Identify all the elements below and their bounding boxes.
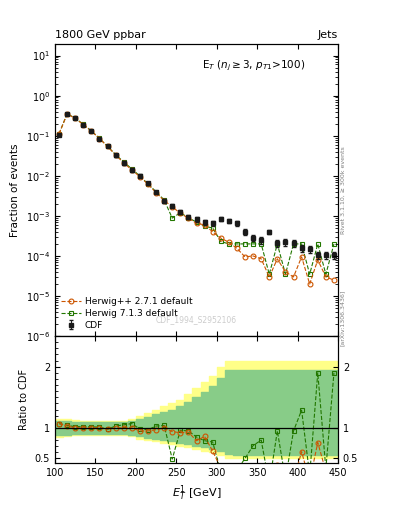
Herwig++ 2.7.1 default <box>57 131 61 137</box>
Herwig++ 2.7.1 default <box>226 239 231 245</box>
Herwig 7.1.3 default <box>226 241 231 247</box>
Herwig++ 2.7.1 default <box>323 274 328 280</box>
Text: E$_T$ ($n_j \geq 3$, $p_{T1}$>100): E$_T$ ($n_j \geq 3$, $p_{T1}$>100) <box>202 58 305 73</box>
Line: Herwig++ 2.7.1 default: Herwig++ 2.7.1 default <box>57 112 336 286</box>
Herwig++ 2.7.1 default <box>332 277 336 283</box>
Herwig 7.1.3 default <box>202 223 207 229</box>
Herwig 7.1.3 default <box>89 128 94 134</box>
Herwig++ 2.7.1 default <box>81 121 86 127</box>
Herwig 7.1.3 default <box>210 225 215 231</box>
Herwig 7.1.3 default <box>332 241 336 247</box>
Herwig 7.1.3 default <box>219 239 223 245</box>
Herwig++ 2.7.1 default <box>105 143 110 150</box>
Herwig++ 2.7.1 default <box>235 245 239 251</box>
Herwig 7.1.3 default <box>97 135 102 141</box>
Herwig++ 2.7.1 default <box>251 253 255 259</box>
Herwig 7.1.3 default <box>323 271 328 278</box>
Herwig 7.1.3 default <box>57 131 61 137</box>
Herwig++ 2.7.1 default <box>194 220 199 226</box>
Text: 1800 GeV ppbar: 1800 GeV ppbar <box>55 30 146 40</box>
X-axis label: $E_T^1$ [GeV]: $E_T^1$ [GeV] <box>172 484 221 503</box>
Herwig++ 2.7.1 default <box>307 281 312 287</box>
Text: CDF_1994_S2952106: CDF_1994_S2952106 <box>156 315 237 325</box>
Text: [arXiv:1306.3436]: [arXiv:1306.3436] <box>340 289 345 346</box>
Herwig++ 2.7.1 default <box>299 254 304 260</box>
Herwig 7.1.3 default <box>146 181 151 187</box>
Y-axis label: Fraction of events: Fraction of events <box>10 143 20 237</box>
Herwig++ 2.7.1 default <box>65 111 70 117</box>
Herwig++ 2.7.1 default <box>291 274 296 280</box>
Y-axis label: Rivet 3.1.10, ≥ 300k events: Rivet 3.1.10, ≥ 300k events <box>341 146 346 233</box>
Herwig++ 2.7.1 default <box>202 222 207 228</box>
Text: Jets: Jets <box>318 30 338 40</box>
Herwig 7.1.3 default <box>251 241 255 247</box>
Herwig 7.1.3 default <box>121 159 126 165</box>
Herwig 7.1.3 default <box>138 173 142 179</box>
Herwig 7.1.3 default <box>316 241 320 247</box>
Herwig 7.1.3 default <box>73 115 77 121</box>
Y-axis label: Ratio to CDF: Ratio to CDF <box>19 369 29 430</box>
Herwig++ 2.7.1 default <box>210 229 215 235</box>
Herwig 7.1.3 default <box>105 143 110 150</box>
Herwig 7.1.3 default <box>259 241 264 247</box>
Herwig 7.1.3 default <box>235 241 239 247</box>
Herwig 7.1.3 default <box>194 219 199 225</box>
Herwig++ 2.7.1 default <box>129 167 134 173</box>
Herwig++ 2.7.1 default <box>113 152 118 158</box>
Herwig++ 2.7.1 default <box>267 274 272 280</box>
Herwig++ 2.7.1 default <box>170 204 174 210</box>
Herwig++ 2.7.1 default <box>146 181 151 187</box>
Herwig++ 2.7.1 default <box>186 215 191 221</box>
Herwig++ 2.7.1 default <box>178 210 183 217</box>
Herwig++ 2.7.1 default <box>259 255 264 262</box>
Herwig 7.1.3 default <box>299 241 304 247</box>
Herwig++ 2.7.1 default <box>154 189 158 196</box>
Herwig++ 2.7.1 default <box>121 160 126 166</box>
Herwig 7.1.3 default <box>275 241 280 247</box>
Herwig++ 2.7.1 default <box>283 269 288 275</box>
Herwig 7.1.3 default <box>267 271 272 278</box>
Herwig++ 2.7.1 default <box>219 235 223 241</box>
Herwig 7.1.3 default <box>170 215 174 221</box>
Herwig 7.1.3 default <box>291 241 296 247</box>
Herwig++ 2.7.1 default <box>89 128 94 134</box>
Herwig 7.1.3 default <box>307 271 312 278</box>
Herwig 7.1.3 default <box>283 271 288 278</box>
Herwig 7.1.3 default <box>129 166 134 172</box>
Line: Herwig 7.1.3 default: Herwig 7.1.3 default <box>57 111 336 276</box>
Herwig++ 2.7.1 default <box>316 257 320 263</box>
Legend: Herwig++ 2.7.1 default, Herwig 7.1.3 default, CDF: Herwig++ 2.7.1 default, Herwig 7.1.3 def… <box>59 295 194 332</box>
Herwig++ 2.7.1 default <box>97 136 102 142</box>
Herwig 7.1.3 default <box>162 197 167 203</box>
Herwig 7.1.3 default <box>186 215 191 221</box>
Herwig 7.1.3 default <box>81 121 86 127</box>
Herwig 7.1.3 default <box>65 111 70 117</box>
Herwig++ 2.7.1 default <box>73 115 77 121</box>
Herwig++ 2.7.1 default <box>162 198 167 204</box>
Herwig++ 2.7.1 default <box>275 255 280 262</box>
Herwig 7.1.3 default <box>113 152 118 158</box>
Herwig 7.1.3 default <box>154 189 158 195</box>
Herwig++ 2.7.1 default <box>242 254 247 260</box>
Herwig++ 2.7.1 default <box>138 174 142 180</box>
Herwig 7.1.3 default <box>242 241 247 247</box>
Herwig 7.1.3 default <box>178 209 183 216</box>
